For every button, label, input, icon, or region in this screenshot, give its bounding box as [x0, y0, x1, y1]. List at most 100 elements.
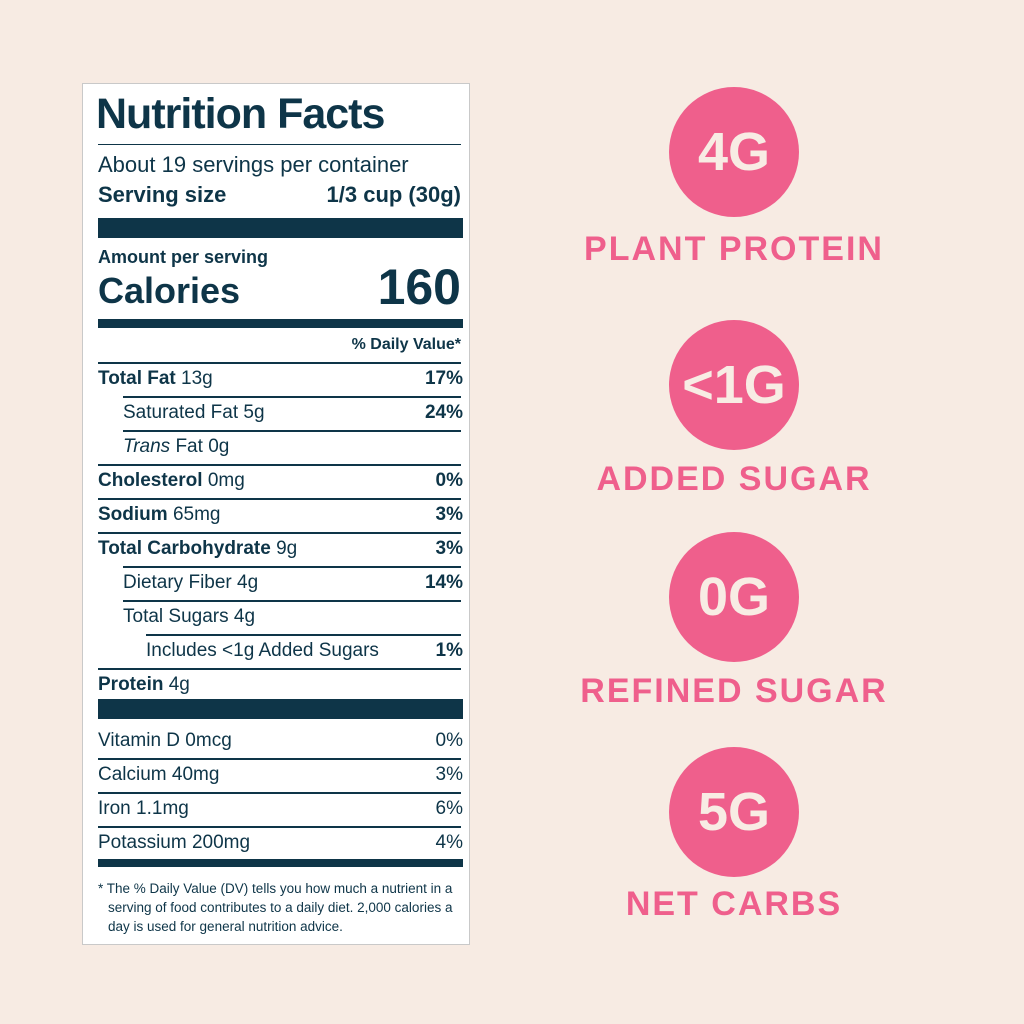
highlight-value: 4G [669, 87, 799, 217]
nutrient-dv: 17% [424, 368, 463, 389]
servings: About 19 servings per container [98, 152, 409, 177]
nutrient-dv: 0% [435, 470, 463, 491]
thick-bar [98, 699, 463, 719]
nutrient-amount: 0g [208, 436, 230, 457]
rule [98, 498, 461, 500]
nutrient-dv: 3% [435, 538, 463, 559]
dv-header: % Daily Value* [351, 336, 461, 353]
title: Nutrition Facts [96, 90, 385, 138]
serving-size: 1/3 cup (30g) [326, 182, 461, 207]
nutrient-name: Total Fat [98, 368, 176, 389]
nutrient-amount: 13g [181, 368, 213, 389]
highlight-value: 0G [669, 532, 799, 662]
rule [123, 600, 461, 602]
rule [98, 826, 461, 828]
nutrient-dv: 14% [424, 572, 463, 593]
nutrient-dv: 3% [435, 504, 463, 525]
vitamin-amount: 1.1mg [136, 798, 189, 819]
nutrient-name-wrap: Total Carbohydrate 9g [98, 532, 297, 566]
nutrient-name-wrap: Sodium 65mg [98, 498, 220, 532]
nutrient-name: Sodium [98, 504, 168, 525]
vitamin-amount: 40mg [171, 764, 220, 785]
nutrient-row: Trans Fat 0g [98, 430, 463, 464]
nutrient-row: Total Fat 13g 17% [98, 362, 463, 396]
nutrient-row: Total Sugars 4g [98, 600, 463, 634]
nutrient-amount: 4g [233, 606, 256, 627]
nutrition-label: Nutrition Facts About 19 servings per co… [82, 83, 470, 945]
nutrient-row: Sodium 65mg 3% [98, 498, 463, 532]
serving-size-label: Serving size [98, 182, 227, 207]
nutrient-amount: 65mg [172, 504, 221, 525]
highlight-value: <1G [669, 320, 799, 450]
rule [98, 792, 461, 794]
highlight-value: 5G [669, 747, 799, 877]
nutrient-row: Cholesterol 0mg 0% [98, 464, 463, 498]
nutrient-row: Total Carbohydrate 9g 3% [98, 532, 463, 566]
nutrient-name-wrap: Total Fat 13g [98, 362, 213, 396]
thick-bar [98, 218, 463, 238]
vitamin-dv: 0% [435, 730, 463, 751]
vitamin-row: Calcium 40mg 3% [98, 758, 463, 792]
nutrient-name-wrap: Total Sugars 4g [123, 600, 255, 634]
nutrient-name-wrap: Trans Fat 0g [123, 430, 229, 464]
nutrient-name: Cholesterol [98, 470, 203, 491]
nutrient-name-wrap: Dietary Fiber 4g [123, 566, 258, 600]
vitamin-row: Potassium 200mg 4% [98, 826, 463, 860]
rule [123, 566, 461, 568]
nutrient-name: Total Sugars [123, 606, 229, 627]
vitamin-name-wrap: Calcium 40mg [98, 758, 219, 792]
vitamin-row: Vitamin D 0mcg 0% [98, 724, 463, 758]
nutrient-italic: Trans [123, 436, 171, 457]
vitamin-dv: 6% [435, 798, 463, 819]
nutrient-row: Dietary Fiber 4g 14% [98, 566, 463, 600]
nutrient-amount: 0mg [207, 470, 245, 491]
highlight-label: PLANT PROTEIN [584, 230, 884, 268]
nutrient-amount: 4g [168, 674, 190, 695]
vitamin-name: Potassium [98, 832, 187, 853]
nutrient-name-wrap: Saturated Fat 5g [123, 396, 265, 430]
nutrient-amount: 4g [237, 572, 259, 593]
calories-label: Calories [98, 270, 241, 311]
rule [98, 532, 461, 534]
nutrient-name-wrap: Protein 4g [98, 668, 190, 702]
rule [98, 464, 461, 466]
nutrient-amount: 9g [276, 538, 298, 559]
amount-per-serving: Amount per serving [98, 247, 269, 267]
vitamin-row: Iron 1.1mg 6% [98, 792, 463, 826]
highlight-label: NET CARBS [625, 885, 843, 923]
footnote: * The % Daily Value (DV) tells you how m… [98, 881, 453, 934]
nutrient-name: Protein [98, 674, 164, 695]
rule [123, 396, 461, 398]
vitamin-dv: 4% [435, 832, 463, 853]
vitamin-name: Iron [98, 798, 131, 819]
rule [98, 668, 461, 670]
rule [98, 362, 461, 364]
vitamin-name-wrap: Vitamin D 0mcg [98, 724, 232, 758]
vitamin-name: Vitamin D [98, 730, 181, 751]
nutrient-name: Dietary Fiber [123, 572, 232, 593]
nutrient-row: Saturated Fat 5g 24% [98, 396, 463, 430]
rule [98, 758, 461, 760]
rule [146, 634, 461, 636]
vitamin-name-wrap: Potassium 200mg [98, 826, 250, 860]
highlight-label: REFINED SUGAR [580, 672, 888, 710]
medium-bar [98, 319, 463, 328]
nutrient-row: Includes <1g Added Sugars 1% [98, 634, 463, 668]
rule [98, 144, 461, 145]
nutrient-name-wrap: Cholesterol 0mg [98, 464, 245, 498]
nutrient-name: Total Carbohydrate [98, 538, 271, 559]
nutrient-name: Includes <1g Added Sugars [146, 640, 379, 661]
vitamin-dv: 3% [435, 764, 463, 785]
vitamin-amount: 200mg [191, 832, 251, 853]
calories: 160 [377, 259, 461, 315]
nutrient-name: Fat [175, 436, 203, 457]
nutrient-name-wrap: Includes <1g Added Sugars [146, 634, 379, 668]
medium-bar [98, 859, 463, 867]
nutrient-name: Saturated Fat [123, 402, 239, 423]
nutrient-amount: 5g [243, 402, 265, 423]
vitamin-amount: 0mcg [185, 730, 232, 751]
nutrient-row: Protein 4g [98, 668, 463, 702]
rule [123, 430, 461, 432]
highlight-label: ADDED SUGAR [596, 460, 872, 498]
